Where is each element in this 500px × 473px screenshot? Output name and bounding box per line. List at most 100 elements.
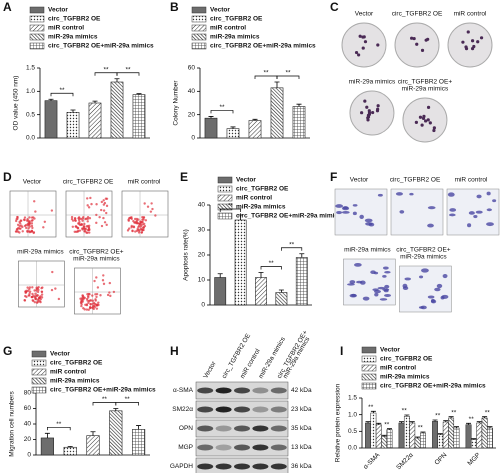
- error-bar: [230, 126, 236, 129]
- significance-label: **: [485, 409, 491, 416]
- dish: [447, 22, 493, 68]
- error-bar: [453, 426, 459, 428]
- image-label: circ_TGFBR2 OE: [392, 11, 443, 18]
- cell: [473, 214, 478, 219]
- event: [86, 292, 89, 296]
- colony: [432, 128, 436, 133]
- legend-label: circ_TGFBR2 OE+miR-29a mimics: [380, 383, 486, 390]
- event: [105, 223, 108, 227]
- event: [28, 292, 31, 295]
- error-bar: [299, 253, 305, 258]
- cell: [486, 191, 491, 196]
- event: [86, 228, 90, 232]
- bar: [487, 427, 493, 449]
- cell: [476, 194, 482, 199]
- event: [25, 289, 28, 293]
- error-bar: [482, 416, 488, 418]
- y-axis-label: Relative protein expression: [335, 383, 342, 462]
- legend-swatch: [191, 33, 207, 41]
- y-axis-label: Migration cell numbers: [9, 391, 16, 457]
- error-bar: [136, 93, 142, 95]
- event: [30, 224, 34, 228]
- cell: [354, 262, 362, 267]
- event: [80, 222, 83, 226]
- event: [109, 294, 112, 298]
- event: [83, 230, 86, 233]
- event: [102, 282, 106, 286]
- event: [93, 305, 97, 309]
- event: [103, 201, 107, 205]
- bar: [270, 87, 284, 139]
- cell: [351, 293, 357, 297]
- bar: [204, 117, 218, 139]
- legend-label: circ_TGFBR2 OE: [48, 16, 101, 23]
- panel-letter: C: [330, 0, 339, 14]
- event: [105, 197, 109, 201]
- event: [28, 216, 31, 219]
- event: [31, 292, 34, 296]
- colony: [479, 36, 484, 40]
- bar: [465, 424, 472, 449]
- event: [34, 210, 37, 213]
- legend-label: Vector: [48, 7, 68, 14]
- cell: [379, 298, 388, 301]
- cell: [468, 211, 475, 215]
- event: [31, 286, 34, 289]
- event: [18, 227, 21, 230]
- image-label: miR control: [128, 179, 161, 186]
- error-bar: [136, 425, 142, 430]
- bar: [381, 436, 388, 449]
- error-bar: [404, 414, 410, 417]
- cell: [399, 210, 405, 214]
- panel-letter: B: [170, 0, 179, 14]
- band: [270, 387, 287, 394]
- image-label: miR-29a mimics: [402, 86, 449, 93]
- event: [139, 220, 143, 224]
- legend-swatch: [217, 203, 233, 211]
- legend-swatch: [29, 42, 45, 50]
- panel-letter: A: [3, 0, 12, 14]
- bar: [63, 446, 77, 456]
- cell: [382, 266, 389, 270]
- error-bar: [258, 272, 264, 278]
- error-bar: [409, 421, 415, 423]
- significance-label: **: [418, 425, 424, 432]
- event: [77, 216, 81, 219]
- cell: [486, 208, 492, 212]
- colony: [410, 36, 414, 40]
- bar: [295, 257, 308, 306]
- cell: [335, 204, 344, 208]
- legend-swatch: [217, 176, 233, 184]
- event: [108, 291, 111, 294]
- event: [106, 293, 110, 297]
- event: [16, 228, 19, 231]
- event: [40, 290, 44, 294]
- y-tick-label: 40: [198, 202, 206, 209]
- legend-label: circ_TGFBR2 OE+miR-29a mimics: [236, 213, 342, 220]
- bar: [40, 437, 54, 456]
- y-tick-label: 1.0: [26, 88, 35, 95]
- significance-label: **: [269, 260, 275, 267]
- event: [142, 226, 145, 229]
- image-label: miR-29a mimics: [17, 249, 64, 256]
- event: [127, 219, 130, 222]
- significance-label: **: [59, 87, 65, 94]
- band: [270, 425, 287, 432]
- legend-label: circ_TGFBR2 OE: [380, 356, 433, 363]
- legend-swatch: [31, 377, 47, 385]
- band: [215, 406, 232, 413]
- event: [21, 230, 24, 233]
- panel-letter: G: [3, 344, 12, 358]
- error-bar: [437, 433, 443, 435]
- panel-letter: I: [340, 344, 343, 358]
- error-bar: [70, 109, 76, 113]
- error-bar: [448, 416, 454, 418]
- protein-label: MGP: [178, 444, 193, 451]
- y-tick-label: 0: [27, 452, 31, 459]
- y-tick-label: 40: [188, 88, 196, 95]
- cell: [382, 275, 387, 278]
- image-label: circ_TGFBR2 OE: [63, 179, 114, 186]
- bar: [370, 412, 377, 449]
- legend-label: miR-29a mimics: [210, 34, 260, 41]
- legend-label: Vector: [236, 177, 256, 184]
